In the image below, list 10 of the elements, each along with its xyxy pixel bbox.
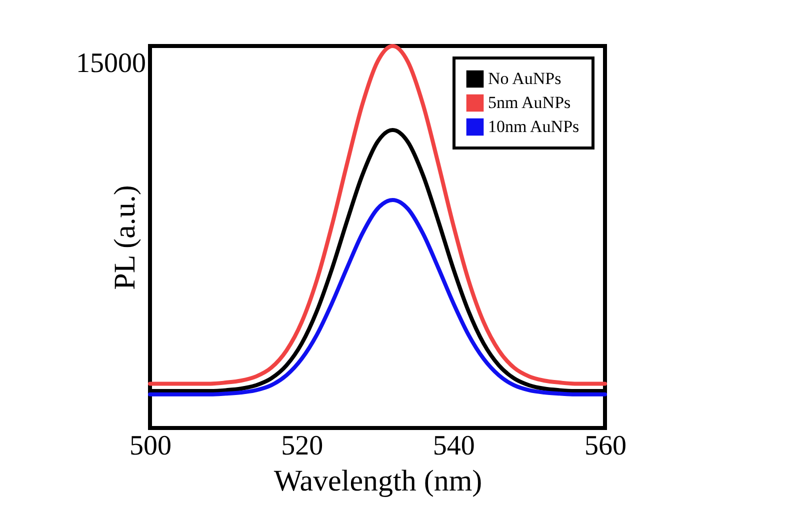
x-tick-label: 540 (432, 430, 475, 462)
y-axis-title: PL (a.u.) (108, 185, 142, 290)
legend-label: 10nm AuNPs (488, 117, 580, 136)
x-tick-label: 500 (130, 430, 172, 462)
legend-label: 5nm AuNPs (488, 93, 571, 112)
legend-label: No AuNPs (488, 69, 562, 88)
x-axis-title: Wavelength (nm) (274, 464, 482, 498)
x-tick-label: 520 (281, 430, 324, 462)
x-tick-label: 560 (584, 430, 626, 462)
text: 15000 (76, 48, 146, 79)
